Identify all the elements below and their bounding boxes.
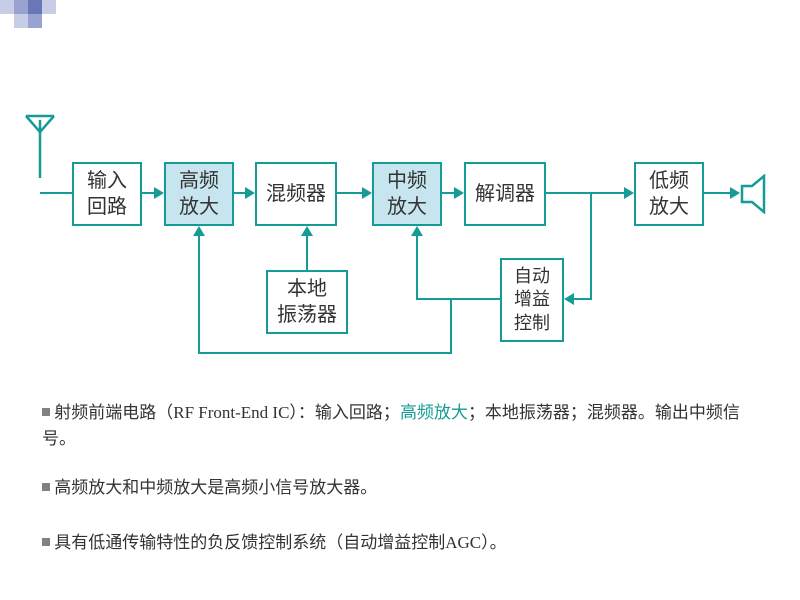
ah-mixer-if xyxy=(362,187,372,199)
note-3-text: 具有低通传输特性的负反馈控制系统（自动增益控制AGC）。 xyxy=(54,533,506,552)
slide-corner-decor xyxy=(0,0,160,41)
note-3: 具有低通传输特性的负反馈控制系统（自动增益控制AGC）。 xyxy=(42,530,762,556)
seg-lo-mixer xyxy=(306,234,308,270)
note-2-text: 高频放大和中频放大是高频小信号放大器。 xyxy=(54,478,377,497)
ah-input-rf xyxy=(154,187,164,199)
ah-lo-mixer xyxy=(301,226,313,236)
seg-lf-speaker xyxy=(704,192,732,194)
node-lo: 本地 振荡器 xyxy=(266,270,348,334)
ah-agc-rf xyxy=(193,226,205,236)
ah-demod-lf xyxy=(624,187,634,199)
seg-antenna-input xyxy=(40,192,72,194)
node-mixer: 混频器 xyxy=(255,162,337,226)
seg-agc-rf-h xyxy=(198,352,452,354)
ah-tap-agc xyxy=(564,293,574,305)
seg-mixer-if xyxy=(337,192,364,194)
node-lf-amp: 低频 放大 xyxy=(634,162,704,226)
seg-agc-rf-v2 xyxy=(198,234,200,354)
bullet-icon xyxy=(42,408,50,416)
node-if-amp: 中频 放大 xyxy=(372,162,442,226)
seg-agc-if-h xyxy=(416,298,500,300)
node-input-loop: 输入 回路 xyxy=(72,162,142,226)
node-demod: 解调器 xyxy=(464,162,546,226)
speaker-icon xyxy=(740,174,780,214)
ah-agc-if xyxy=(411,226,423,236)
bullet-icon xyxy=(42,538,50,546)
bullet-icon xyxy=(42,483,50,491)
node-rf-amp: 高频 放大 xyxy=(164,162,234,226)
note-2: 高频放大和中频放大是高频小信号放大器。 xyxy=(42,475,762,501)
node-agc: 自动 增益 控制 xyxy=(500,258,564,342)
seg-agc-if-v xyxy=(416,234,418,300)
note-1: 射频前端电路（RF Front-End IC）：输入回路；高频放大；本地振荡器；… xyxy=(42,400,762,451)
ah-rf-mixer xyxy=(245,187,255,199)
block-diagram: 输入 回路 高频 放大 混频器 中频 放大 解调器 低频 放大 本地 振荡器 自… xyxy=(20,130,780,360)
antenna-icon xyxy=(20,110,60,180)
note-1-prefix: 射频前端电路（RF Front-End IC）：输入回路； xyxy=(54,403,400,422)
seg-demod-lf xyxy=(546,192,626,194)
seg-tap-agc xyxy=(590,192,592,300)
seg-tap-agc-h xyxy=(572,298,590,300)
seg-agc-rf-v1 xyxy=(450,298,452,354)
note-1-highlight: 高频放大 xyxy=(400,403,468,422)
ah-lf-speaker xyxy=(730,187,740,199)
ah-if-demod xyxy=(454,187,464,199)
